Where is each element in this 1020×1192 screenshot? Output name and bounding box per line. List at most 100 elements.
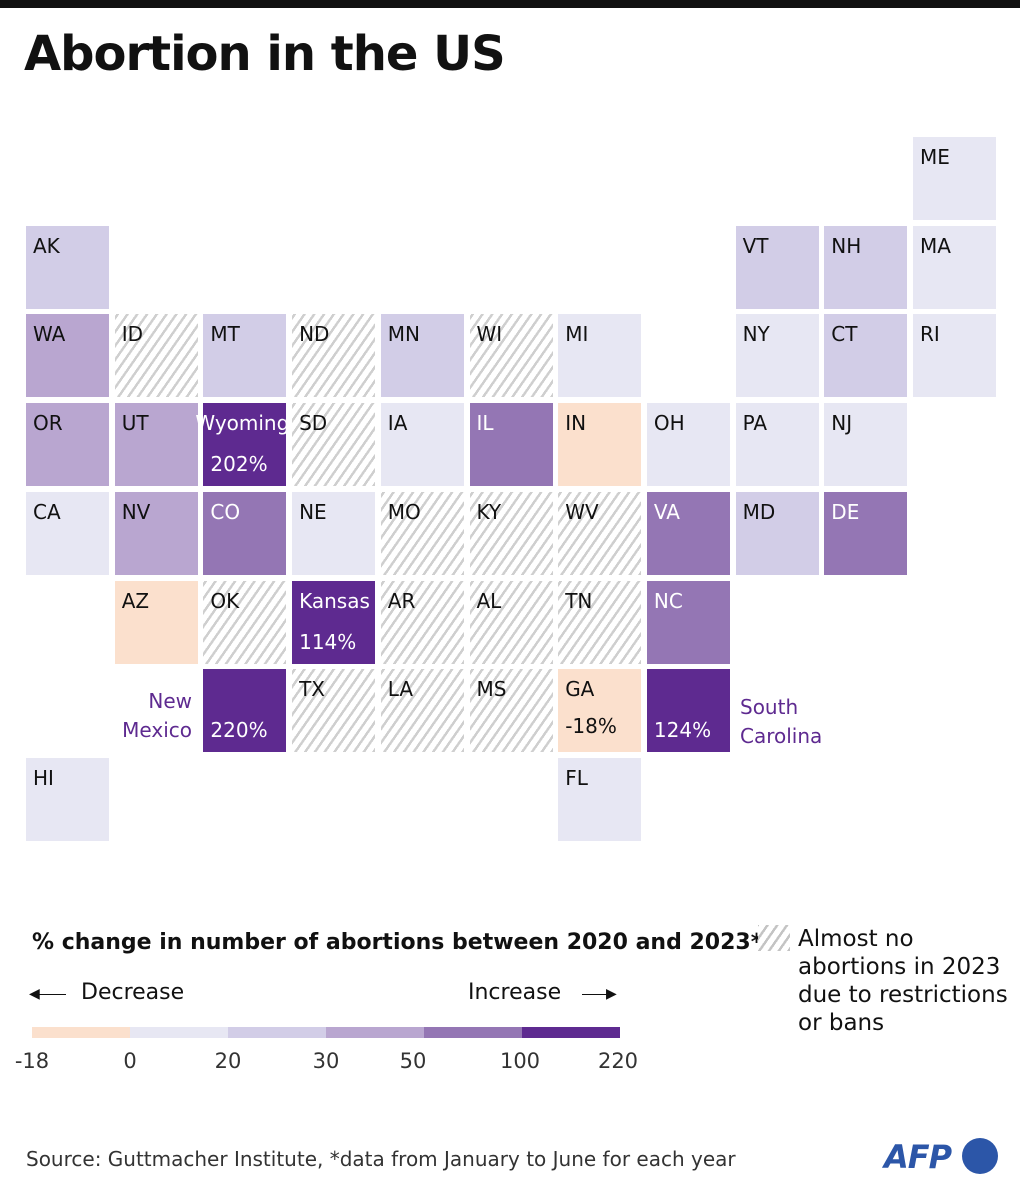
label-new-mexico: New Mexico — [122, 689, 192, 742]
state-abbr: OR — [33, 411, 63, 436]
state-tile-ri: RI — [913, 314, 996, 398]
state-abbr: IL — [476, 411, 494, 436]
state-abbr: IA — [387, 411, 408, 436]
state-abbr: RI — [920, 322, 940, 347]
state-abbr: ID — [121, 322, 143, 347]
state-tile-az: AZ — [114, 580, 198, 664]
state-tile-unlabeled-42: 220% — [203, 669, 287, 753]
state-abbr: WA — [33, 322, 66, 347]
state-abbr: OK — [210, 588, 240, 613]
state-abbr: CO — [210, 499, 241, 524]
state-abbr: AZ — [121, 588, 150, 613]
state-tile-me: ME — [913, 137, 996, 220]
state-tile-nj: NJ — [824, 403, 908, 487]
state-abbr: MN — [387, 322, 421, 347]
state-tile-ar: AR — [380, 580, 464, 664]
afp-logo-text: AFP — [884, 1138, 952, 1176]
state-abbr: KY — [476, 499, 502, 524]
state-abbr: NY — [742, 322, 770, 347]
state-abbr: SD — [299, 411, 328, 436]
state-tile-ms: MS — [469, 669, 553, 753]
scale-segment-bin_0_20 — [130, 1027, 228, 1038]
label-south-carolina: South Carolina — [740, 695, 823, 748]
state-abbr: VA — [653, 499, 680, 524]
state-tile-ny: NY — [735, 314, 819, 398]
state-abbr: GA — [565, 677, 595, 702]
state-abbr: PA — [742, 411, 768, 436]
state-abbr: MA — [920, 233, 951, 258]
state-tile-wyoming: Wyoming 202% — [195, 403, 289, 487]
scale-segment-bin_20_30 — [228, 1027, 326, 1038]
page-title: Abortion in the US — [24, 26, 506, 82]
state-tile-ct: CT — [824, 314, 908, 398]
state-tile-oh: OH — [646, 403, 730, 487]
state-abbr: NJ — [831, 411, 853, 436]
state-abbr: IN — [565, 411, 587, 436]
state-tile-wv: WV — [558, 491, 642, 575]
state-tile-mi: MI — [558, 314, 642, 398]
scale-tick-label: 30 — [312, 1049, 340, 1073]
state-tile-wa: WA — [26, 314, 109, 398]
afp-logo: AFP — [884, 1137, 1000, 1177]
state-tile-nh: NH — [824, 225, 908, 309]
state-tile-md: MD — [735, 491, 819, 575]
scale-tick-label: 0 — [123, 1049, 137, 1073]
state-tile-de: DE — [824, 491, 908, 575]
state-tile-il: IL — [469, 403, 553, 487]
right-arrow-line — [582, 994, 610, 995]
state-abbr: TX — [299, 677, 326, 702]
state-abbr: UT — [121, 411, 149, 436]
state-abbr: ME — [920, 145, 950, 169]
state-abbr: MI — [565, 322, 589, 347]
state-tile-vt: VT — [735, 225, 819, 309]
state-tile-tx: TX — [292, 669, 376, 753]
state-tile-sd: SD — [292, 403, 376, 487]
state-tile-hi: HI — [26, 757, 109, 841]
state-abbr: MT — [210, 322, 240, 347]
state-tile-la: LA — [380, 669, 464, 753]
state-tile-ak: AK — [26, 225, 109, 309]
state-tile-ia: IA — [380, 403, 464, 487]
state-tile-nc: NC — [646, 580, 730, 664]
state-pct-value: 202% — [210, 452, 268, 477]
state-tile-mo: MO — [380, 491, 464, 575]
state-tile-ky: KY — [469, 491, 553, 575]
state-abbr: MD — [742, 499, 776, 524]
state-pct-value: -18% — [565, 714, 617, 739]
decrease-label: Decrease — [81, 980, 185, 1005]
state-abbr: LA — [387, 677, 414, 702]
state-abbr: WI — [476, 322, 503, 347]
state-abbr: NV — [121, 499, 151, 524]
scale-tick-label: 20 — [214, 1049, 242, 1073]
state-tile-kansas: Kansas 114% — [292, 580, 376, 664]
right-arrow-icon: ▶ — [606, 986, 617, 1002]
scale-tick-label: -18 — [14, 1049, 50, 1073]
top-rule — [0, 0, 1020, 8]
state-abbr: DE — [831, 499, 860, 524]
scale-segment-bin_50_100 — [424, 1027, 522, 1038]
state-abbr: MO — [387, 499, 421, 524]
left-arrow-icon: ◀ — [29, 986, 40, 1002]
state-tile-unlabeled-47: 124% — [646, 669, 730, 753]
source-note: Source: Guttmacher Institute, *data from… — [26, 1147, 736, 1171]
state-tile-nd: ND — [292, 314, 376, 398]
increase-label: Increase — [468, 980, 562, 1005]
state-tile-nv: NV — [114, 491, 198, 575]
state-tile-co: CO — [203, 491, 287, 575]
state-tile-va: VA — [646, 491, 730, 575]
state-tile-pa: PA — [735, 403, 819, 487]
left-arrow-line — [38, 994, 66, 995]
state-tile-id: ID — [114, 314, 198, 398]
state-abbr: FL — [565, 765, 588, 790]
state-tile-or: OR — [26, 403, 109, 487]
afp-logo-circle — [962, 1138, 998, 1174]
state-tile-ga: GA -18% — [558, 669, 642, 753]
state-tile-ca: CA — [26, 491, 109, 575]
state-abbr: OH — [653, 411, 685, 436]
state-abbr: AR — [387, 588, 416, 613]
state-pct-value: 114% — [299, 629, 357, 654]
scale-tick-label: 50 — [399, 1049, 427, 1073]
state-abbr: WV — [565, 499, 599, 524]
state-abbr: ND — [299, 322, 330, 347]
state-abbr: NE — [299, 499, 327, 524]
